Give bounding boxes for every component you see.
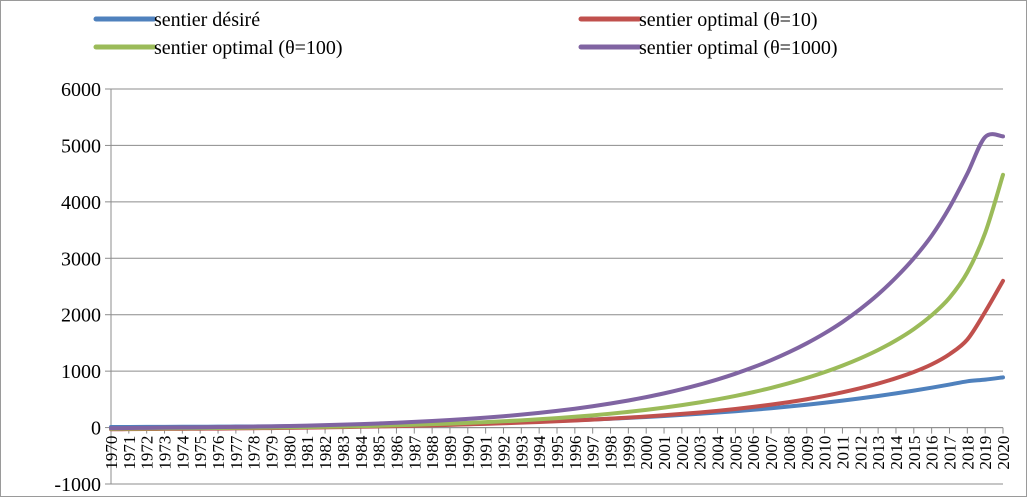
x-tick-label: 1994 [530,435,549,470]
x-tick-label: 1973 [156,436,175,470]
x-tick-label: 2014 [887,435,906,470]
x-tick-label: 2002 [673,436,692,470]
x-tick-label: 1970 [102,436,121,470]
x-tick-label: 1984 [352,435,371,470]
x-tick-label: 1998 [602,436,621,470]
x-tick-label: 1978 [245,436,264,470]
x-tick-label: 1987 [405,435,424,470]
x-tick-label: 2016 [923,436,942,470]
y-tick-label: 0 [91,418,101,440]
x-tick-label: 1999 [619,436,638,470]
x-tick-label: 2013 [869,436,888,470]
x-tick-label: 2012 [851,436,870,470]
x-tick-label: 1980 [280,436,299,470]
legend-label: sentier optimal (θ=1000) [639,37,838,59]
x-tick-label: 1974 [173,435,192,470]
x-tick-label: 1972 [138,436,157,470]
x-tick-label: 2006 [744,436,763,470]
series-line-4 [109,132,1005,431]
x-tick-label: 2017 [940,435,959,470]
x-tick-label: 1983 [334,436,353,470]
x-tick-label: 2001 [655,436,674,470]
x-tick-label: 1995 [548,436,567,470]
legend-label: sentier optimal (θ=100) [154,37,343,59]
x-tick-label: 2009 [798,436,817,470]
x-tick-labels: 1970197119721973197419751976197719781979… [102,435,1013,470]
x-tick-label: 1982 [316,436,335,470]
y-tick-label: 3000 [61,248,101,270]
legend-label: sentier optimal (θ=10) [639,9,818,31]
axes [105,88,1004,485]
y-tick-label: -1000 [54,474,101,496]
y-tick-labels: -1000 0 1000 2000 3000 4000 5000 6000 [54,79,101,496]
x-tick-label: 2020 [994,436,1013,470]
x-tick-label: 2008 [780,436,799,470]
x-tick-label: 2019 [976,436,995,470]
x-tick-label: 1991 [477,436,496,470]
x-tick-label: 2010 [816,436,835,470]
x-tick-label: 1990 [459,436,478,470]
x-tick-label: 2011 [833,436,852,469]
y-tick-label: 2000 [61,305,101,327]
series-lines [109,132,1005,432]
x-tick-label: 2004 [709,435,728,470]
x-tick-label: 1996 [566,436,585,470]
x-tick-label: 2003 [691,436,710,470]
legend: sentier désiré sentier optimal (θ=10) sent… [93,9,838,59]
x-tick-label: 1979 [263,436,282,470]
x-tick-label: 1977 [227,435,246,470]
x-tick-label: 1981 [298,436,317,470]
y-tick-label: 4000 [61,192,101,214]
x-tick-label: 1997 [584,435,603,470]
x-tick-label: 1989 [441,436,460,470]
x-tick-label: 1993 [512,436,531,470]
x-tick-label: 2018 [958,436,977,470]
x-tick-label: 2007 [762,435,781,470]
x-tick-label: 2015 [905,436,924,470]
legend-label: sentier désiré [154,9,260,31]
x-tick-label: 2005 [726,436,745,470]
x-tick-label: 1976 [209,436,228,470]
x-tick-label: 2000 [637,436,656,470]
y-tick-label: 5000 [61,135,101,157]
x-tick-label: 1975 [191,436,210,470]
y-tick-label: 6000 [61,79,101,101]
y-tick-label: 1000 [61,361,101,383]
x-tick-label: 1971 [120,436,139,470]
x-tick-label: 1986 [387,436,406,470]
x-tick-label: 1988 [423,436,442,470]
x-tick-label: 1985 [370,436,389,470]
x-tick-label: 1992 [494,436,513,470]
